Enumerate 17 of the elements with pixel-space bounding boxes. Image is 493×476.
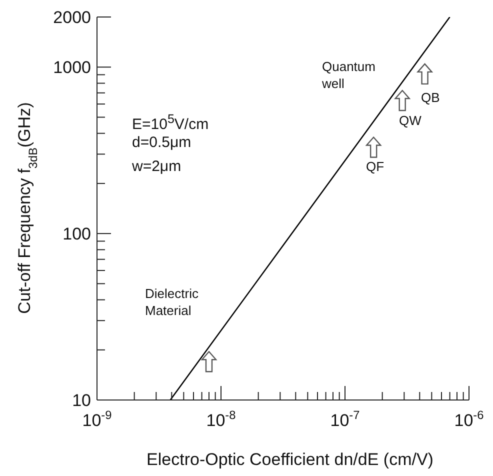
annotation: E=10$^{5}$V/cm xyxy=(132,112,209,133)
x-tick-label: 10$^{-6}$ xyxy=(454,408,484,430)
annotation: Quantum well xyxy=(322,58,376,92)
annotation: QB xyxy=(421,89,441,106)
annotation: Dielectric Material xyxy=(145,285,200,319)
annotation: w=2μm xyxy=(132,157,182,177)
x-tick-label: 10$^{-8}$ xyxy=(206,408,236,430)
x-tick-label: 10$^{-9}$ xyxy=(82,408,112,430)
annotation: QF xyxy=(366,158,386,175)
annotation: d=0.5μm xyxy=(132,133,192,153)
y-tick-label: 1000 xyxy=(53,58,91,78)
y-tick-label: 100 xyxy=(62,224,91,244)
y-tick-label: 2000 xyxy=(53,8,91,27)
annotation: QW xyxy=(399,112,422,129)
x-tick-label: 10$^{-7}$ xyxy=(330,408,360,430)
y-tick-label: 10 xyxy=(72,391,91,410)
x-axis-title: Electro-Optic Coefficient dn/dE (cm/V) xyxy=(146,450,434,469)
